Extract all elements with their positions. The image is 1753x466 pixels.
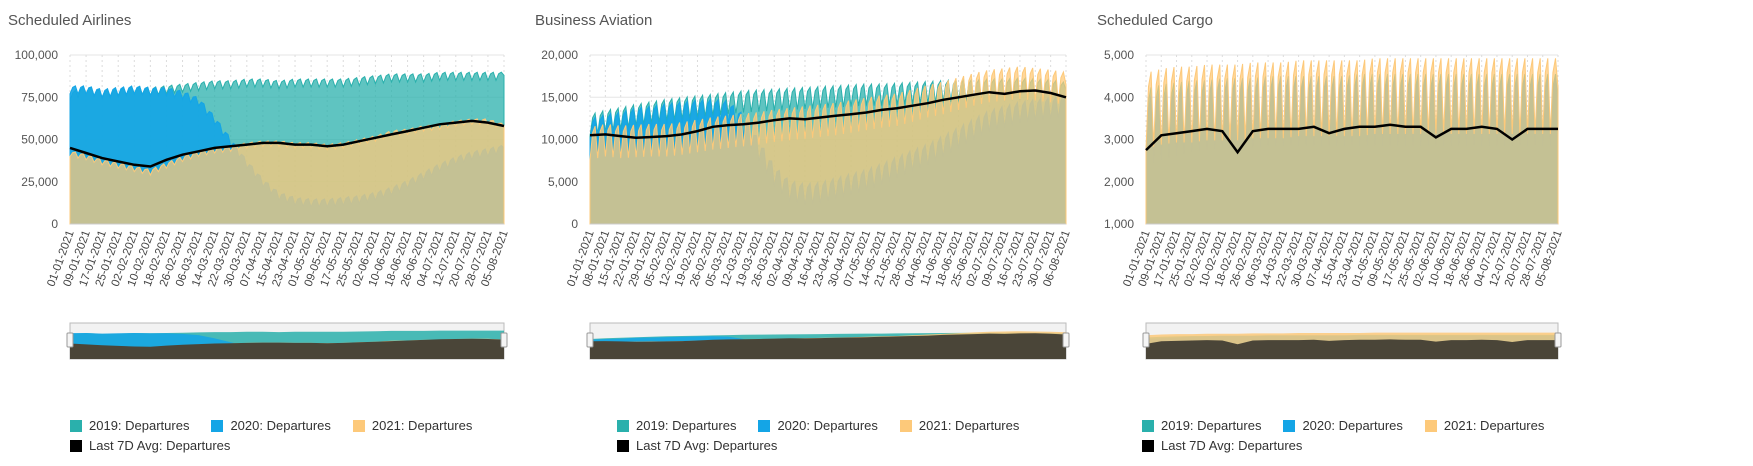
navigator-left-handle[interactable] [1142,332,1150,348]
y-tick-label: 50,000 [21,133,58,147]
legend-swatch-icon [70,419,82,432]
avg-line [1145,123,1558,155]
legend-label: 2021: Departures [1443,418,1545,433]
legend-item-2019[interactable]: 2019: Departures [617,418,736,433]
legend-item-avg[interactable]: Last 7D Avg: Departures [1142,438,1302,453]
legend-swatch-icon [1142,439,1154,452]
y-tick-label: 10,000 [541,133,578,147]
legend-item-avg[interactable]: Last 7D Avg: Departures [70,438,230,453]
legend: 2019: Departures 2020: Departures 2021: … [617,418,1087,458]
navigator-left-handle[interactable] [586,332,594,348]
legend-item-2021[interactable]: 2021: Departures [352,418,473,433]
legend: 2019: Departures 2020: Departures 2021: … [1142,418,1612,458]
legend-swatch-icon [758,419,771,432]
y-tick-label: 25,000 [21,175,58,189]
chart-business-aviation: 05,00010,00015,00020,00001-01-202108-01-… [541,48,1073,360]
y-tick-label: 100,000 [15,48,59,62]
chart-scheduled-airlines: 025,00050,00075,000100,00001-01-202109-0… [15,48,511,360]
legend-item-2021[interactable]: 2021: Departures [1424,418,1545,433]
legend-swatch-icon [617,439,629,452]
y-tick-label: 20,000 [541,48,578,62]
y-tick-label: 3,000 [1104,133,1134,147]
legend-label: 2019: Departures [89,418,190,433]
legend-label: Last 7D Avg: Departures [1161,438,1303,453]
y-tick-label: 75,000 [21,90,58,104]
legend: 2019: Departures 2020: Departures 2021: … [70,418,540,458]
chart-title: Scheduled Cargo [1097,12,1213,29]
legend-label: 2020: Departures [1302,418,1403,433]
legend-label: Last 7D Avg: Departures [636,438,778,453]
legend-item-avg[interactable]: Last 7D Avg: Departures [617,438,777,453]
y-tick-label: 4,000 [1104,90,1134,104]
legend-label: 2021: Departures [918,418,1020,433]
y-tick-label: 1,000 [1104,217,1134,231]
legend-item-2021[interactable]: 2021: Departures [899,418,1020,433]
legend-swatch-icon [1424,419,1437,432]
area-series-2021 [1145,58,1559,225]
legend-swatch-icon [70,439,82,452]
legend-label: Last 7D Avg: Departures [89,438,231,453]
y-tick-label: 5,000 [1104,48,1134,62]
y-tick-label: 2,000 [1104,175,1134,189]
legend-label: 2020: Departures [230,418,331,433]
y-tick-label: 0 [571,217,578,231]
panel-scheduled-cargo: Scheduled Cargo 1,000 2,000 3,000 4,000 5,00… [1089,0,1673,466]
legend-label: 2020: Departures [777,418,878,433]
legend-label: 2019: Departures [636,418,737,433]
legend-swatch-icon [617,419,629,432]
legend-swatch-icon [899,419,912,432]
navigator-right-handle[interactable] [1554,332,1562,348]
navigator-avg [1146,339,1558,359]
chart-scheduled-cargo: 1,0002,0003,0004,0005,00001-01-202109-01… [1104,48,1565,360]
navigator-avg [590,333,1066,359]
legend-item-2019[interactable]: 2019: Departures [70,418,189,433]
legend-swatch-icon [1283,419,1296,432]
y-tick-label: 5,000 [548,175,578,189]
y-tick-label: 0 [51,217,58,231]
legend-swatch-icon [211,419,224,432]
panel-business-aviation: Business Aviation 0 5,000 10,000 15,000 20,0… [527,0,1111,466]
panel-scheduled-airlines: Scheduled Airlines 0 25,000 50,000 75,000 10… [0,0,584,466]
legend-swatch-icon [352,419,365,432]
legend-label: 2019: Departures [1161,418,1262,433]
y-tick-label: 15,000 [541,90,578,104]
avg-line [69,119,505,168]
chart-title: Business Aviation [535,12,653,29]
legend-label: 2021: Departures [371,418,473,433]
area-series-2021 [589,66,1067,225]
navigator-avg [70,338,504,359]
navigator-right-handle[interactable] [1062,332,1070,348]
avg-line [589,89,1067,140]
legend-item-2020[interactable]: 2020: Departures [1283,418,1403,433]
legend-item-2020[interactable]: 2020: Departures [211,418,331,433]
chart-title: Scheduled Airlines [8,12,132,29]
legend-item-2019[interactable]: 2019: Departures [1142,418,1261,433]
navigator-left-handle[interactable] [66,332,74,348]
legend-item-2020[interactable]: 2020: Departures [758,418,878,433]
legend-swatch-icon [1142,419,1154,432]
navigator-right-handle[interactable] [500,332,508,348]
